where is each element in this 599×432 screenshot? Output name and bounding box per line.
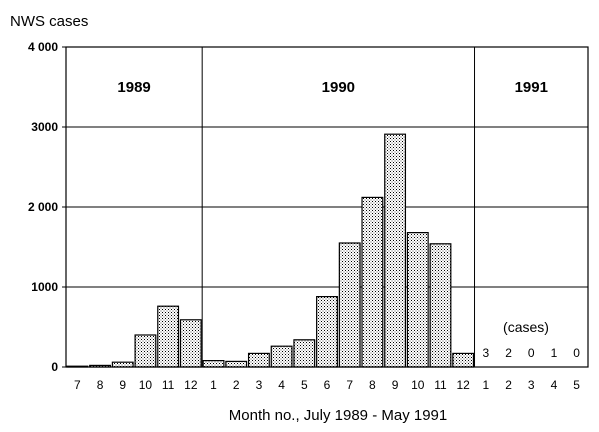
- bar: [361, 196, 384, 368]
- x-tick-label: 2: [233, 378, 240, 392]
- bar: [225, 360, 248, 368]
- x-tick-label: 7: [346, 378, 353, 392]
- bar: [406, 232, 429, 368]
- x-tick-label: 6: [324, 378, 331, 392]
- x-tick-label: 10: [139, 378, 153, 392]
- cases-annotation: (cases): [503, 319, 549, 335]
- y-tick-label: 4 000: [28, 40, 58, 54]
- x-tick-label: 7: [74, 378, 81, 392]
- value-label: 1: [551, 346, 558, 360]
- bar: [293, 339, 316, 368]
- year-label: 1990: [322, 79, 355, 96]
- bar: [452, 352, 475, 368]
- x-tick-label: 11: [434, 378, 447, 392]
- x-tick-label: 4: [278, 378, 285, 392]
- bar: [247, 352, 270, 368]
- y-tick-label: 2 000: [28, 200, 58, 214]
- x-tick-label: 1: [210, 378, 217, 392]
- x-tick-label: 5: [573, 378, 580, 392]
- plot-frame: [65, 46, 589, 368]
- bar: [134, 334, 157, 368]
- bar: [157, 305, 180, 368]
- bar: [429, 243, 452, 368]
- bars: [66, 133, 475, 368]
- value-label: 0: [528, 346, 535, 360]
- x-axis-title: Month no., July 1989 - May 1991: [229, 407, 447, 424]
- year-label: 1989: [117, 79, 150, 96]
- y-tick-label: 1000: [31, 280, 58, 294]
- bar: [384, 133, 407, 368]
- value-label: 2: [505, 346, 512, 360]
- x-tick-label: 8: [97, 378, 104, 392]
- x-tick-label: 10: [411, 378, 425, 392]
- x-tick-labels: 7 8 9 10 11 12 1 2 3 4 5 6 7 8 9 10 11 12 1 2 3 4 5: [74, 378, 580, 392]
- bar: [338, 242, 361, 368]
- x-tick-label: 3: [256, 378, 263, 392]
- y-axis-title: NWS cases: [10, 13, 88, 30]
- value-label: 3: [483, 346, 490, 360]
- x-tick-label: 3: [528, 378, 535, 392]
- x-tick-label: 5: [301, 378, 308, 392]
- x-tick-label: 12: [184, 378, 198, 392]
- x-tick-label: 8: [369, 378, 376, 392]
- bar: [179, 319, 202, 368]
- y-tick-labels: 0 1000 2 000 3000 4 000: [28, 40, 58, 374]
- x-tick-label: 12: [456, 378, 470, 392]
- y-tick-label: 3000: [31, 120, 58, 134]
- bar: [316, 296, 338, 368]
- x-tick-label: 4: [551, 378, 558, 392]
- bar: [270, 345, 293, 368]
- bar: [111, 361, 134, 368]
- x-tick-label: 9: [392, 378, 399, 392]
- x-tick-label: 1: [483, 378, 490, 392]
- year-label: 1991: [515, 79, 548, 96]
- year-labels: 1989 1990 1991: [117, 79, 548, 96]
- x-tick-label: 11: [162, 378, 175, 392]
- x-tick-label: 9: [119, 378, 126, 392]
- value-label: 0: [573, 346, 580, 360]
- value-labels: 3 2 0 1 0: [483, 346, 581, 360]
- x-tick-label: 2: [505, 378, 512, 392]
- y-tick-label: 0: [51, 360, 58, 374]
- bar: [202, 360, 225, 368]
